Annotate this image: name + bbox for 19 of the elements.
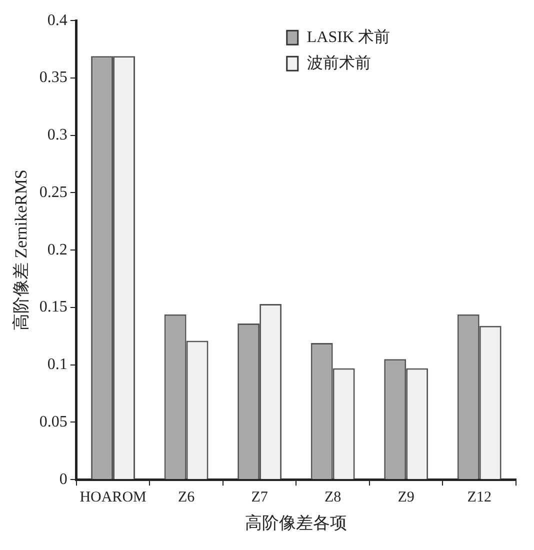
x-tick-label: Z9 bbox=[398, 490, 414, 506]
x-tick-label: Z7 bbox=[251, 490, 268, 506]
y-tick-label: 0.2 bbox=[47, 241, 68, 258]
legend-label: LASIK 术前 bbox=[306, 28, 390, 46]
y-tick-label: 0 bbox=[59, 470, 68, 488]
y-tick-label: 0.05 bbox=[39, 413, 68, 430]
y-axis-title: 高阶像差 ZernikeRMS bbox=[12, 170, 31, 331]
x-tick-label: Z12 bbox=[467, 490, 492, 506]
y-tick-label: 0.3 bbox=[47, 126, 68, 144]
y-tick-label: 0.15 bbox=[39, 298, 68, 316]
y-tick-label: 0.1 bbox=[47, 356, 68, 374]
legend-label: 波前术前 bbox=[306, 54, 371, 72]
x-tick-label: Z6 bbox=[178, 490, 196, 506]
x-tick-label: Z8 bbox=[324, 490, 342, 506]
x-tick-label: HOAROM bbox=[80, 490, 146, 506]
x-axis-title: 高阶像差各项 bbox=[245, 513, 348, 532]
y-tick-label: 0.4 bbox=[47, 12, 68, 29]
y-tick-label: 0.25 bbox=[39, 184, 68, 201]
y-tick-label: 0.35 bbox=[39, 69, 68, 86]
